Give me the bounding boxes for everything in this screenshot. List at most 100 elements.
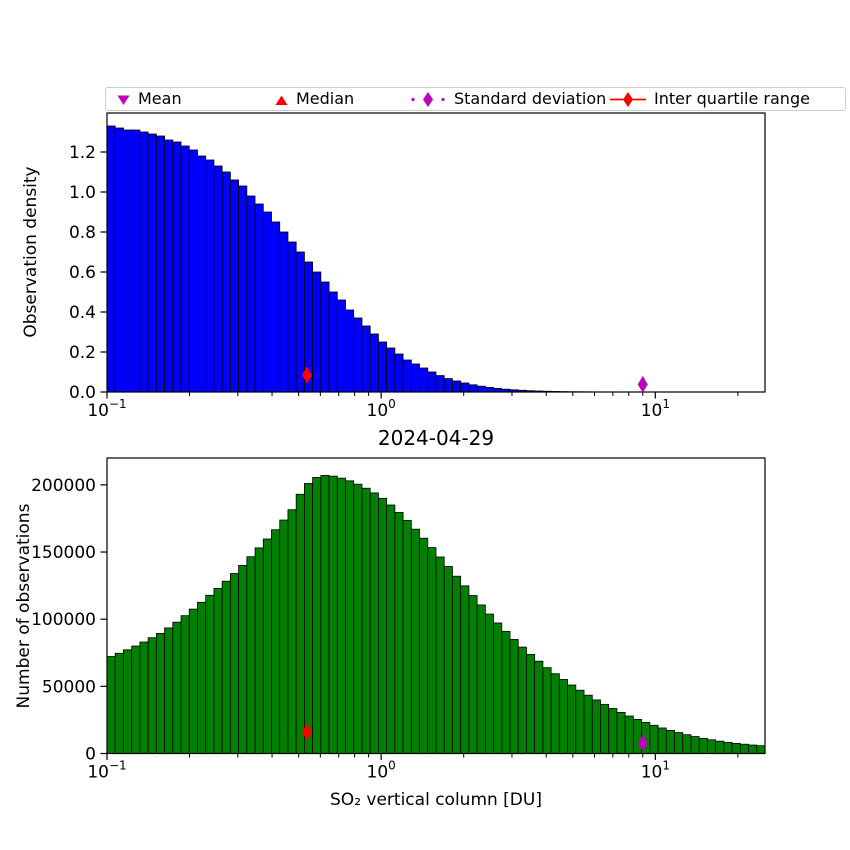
histogram-bar	[271, 221, 281, 393]
histogram-bar	[221, 171, 231, 393]
y-tick-label: 200000	[31, 476, 96, 496]
histogram-bar	[213, 165, 223, 393]
top-x-ticks: 10−1 100 101	[87, 392, 739, 421]
y-tick-label: 0.8	[69, 223, 96, 243]
histogram-bar	[229, 573, 240, 754]
histogram-bar	[361, 487, 371, 754]
y-tick-label: 1.0	[69, 183, 96, 203]
histogram-bar	[600, 703, 610, 754]
y-tick-label: 0	[85, 745, 96, 765]
histogram-bar	[345, 309, 355, 393]
histogram-bar	[271, 529, 281, 754]
histogram-bar	[123, 649, 133, 754]
histogram-bar	[575, 689, 585, 754]
std-dev-marker	[637, 734, 648, 752]
legend-label-median: Median	[296, 89, 355, 108]
thin-diamond-icon	[610, 91, 646, 107]
histogram-bar	[188, 608, 198, 754]
x-tick-label: 101	[641, 759, 670, 783]
histogram-bar	[517, 646, 527, 754]
histogram-bar	[608, 708, 618, 754]
histogram-bar	[698, 737, 708, 754]
y-axis-label-bottom: Number of observations	[14, 503, 34, 709]
y-tick-label: 1.2	[69, 143, 96, 163]
histogram-bar	[542, 667, 552, 754]
legend-item-std: Standard deviation	[409, 88, 606, 110]
histogram-bar	[748, 744, 758, 754]
legend-label-mean: Mean	[138, 89, 182, 108]
histogram-bar	[155, 633, 165, 754]
histogram-bar	[682, 734, 692, 754]
iqr-median-marker	[301, 723, 312, 741]
histogram-bar	[320, 281, 330, 393]
histogram-bar	[394, 353, 404, 393]
histogram-bar	[197, 155, 207, 393]
histogram-bar	[509, 639, 519, 754]
histogram-bar	[287, 509, 297, 754]
histogram-bar	[386, 347, 396, 393]
histogram-bar	[410, 363, 420, 393]
histogram-bar	[378, 341, 388, 393]
top-axes-frame	[106, 112, 766, 393]
histogram-bar	[238, 185, 248, 393]
histogram-bar	[172, 141, 182, 393]
histogram-bar	[369, 492, 379, 754]
histogram-bar	[665, 730, 675, 754]
histogram-bar	[550, 673, 560, 754]
histogram-bar	[649, 724, 659, 754]
histogram-bar	[501, 631, 511, 754]
histogram-bar	[731, 743, 741, 754]
histogram-bar	[320, 475, 330, 754]
top-stat-markers	[301, 366, 648, 393]
histogram-bar	[155, 135, 165, 393]
histogram-bar	[484, 386, 494, 393]
x-tick-label: 10−1	[87, 397, 126, 421]
x-tick-label: 101	[641, 397, 670, 421]
histogram-bar	[427, 371, 437, 393]
y-tick-label: 0.2	[69, 343, 96, 363]
top-bars	[106, 125, 651, 393]
legend-label-std: Standard deviation	[454, 89, 607, 108]
histogram-bar	[254, 547, 264, 754]
top-histogram: 10−1 100 101 0.0 0.2 0.4 0.6 0.8 1.0 1.2	[69, 112, 766, 421]
histogram-bar	[238, 565, 248, 754]
histogram-bar	[295, 251, 305, 393]
histogram-bar	[353, 317, 363, 393]
histogram-bar	[402, 359, 412, 393]
histogram-bar	[114, 127, 124, 393]
histogram-bar	[476, 604, 486, 754]
histogram-bar	[295, 493, 305, 754]
histogram-bar	[246, 556, 256, 754]
histogram-bar	[205, 594, 215, 754]
histogram-bar	[674, 732, 684, 754]
histogram-bar	[262, 211, 272, 393]
histogram-bar	[378, 497, 388, 754]
histogram-bar	[493, 622, 503, 754]
histogram-bar	[164, 139, 174, 393]
histogram-bar	[534, 660, 544, 754]
histogram-bar	[657, 727, 667, 754]
legend-box: Mean Median Standard deviation Inter qua…	[105, 87, 846, 111]
bottom-histogram: 10−1 100 101 0 50000 100000 150000 200000	[31, 457, 766, 783]
histogram-bar	[213, 588, 223, 754]
histogram-bar	[303, 483, 314, 754]
histogram-bar	[476, 385, 486, 393]
histogram-bar	[279, 519, 289, 754]
histogram-bar	[419, 537, 429, 754]
histogram-bar	[402, 520, 412, 754]
y-tick-label: 150000	[31, 543, 96, 563]
histogram-bar	[262, 538, 272, 754]
y-tick-label: 0.4	[69, 303, 96, 323]
legend-item-iqr: Inter quartile range	[609, 88, 810, 110]
bottom-bars	[106, 475, 766, 754]
histogram-bar	[197, 601, 207, 754]
histogram-bar	[279, 231, 289, 393]
y-axis-label-top: Observation density	[21, 166, 41, 338]
histogram-bar	[435, 375, 445, 393]
histogram-bar	[616, 712, 626, 754]
y-tick-label: 100000	[31, 610, 96, 630]
histogram-bar	[591, 699, 601, 754]
histogram-bar	[443, 566, 453, 754]
histogram-bar	[312, 477, 322, 754]
